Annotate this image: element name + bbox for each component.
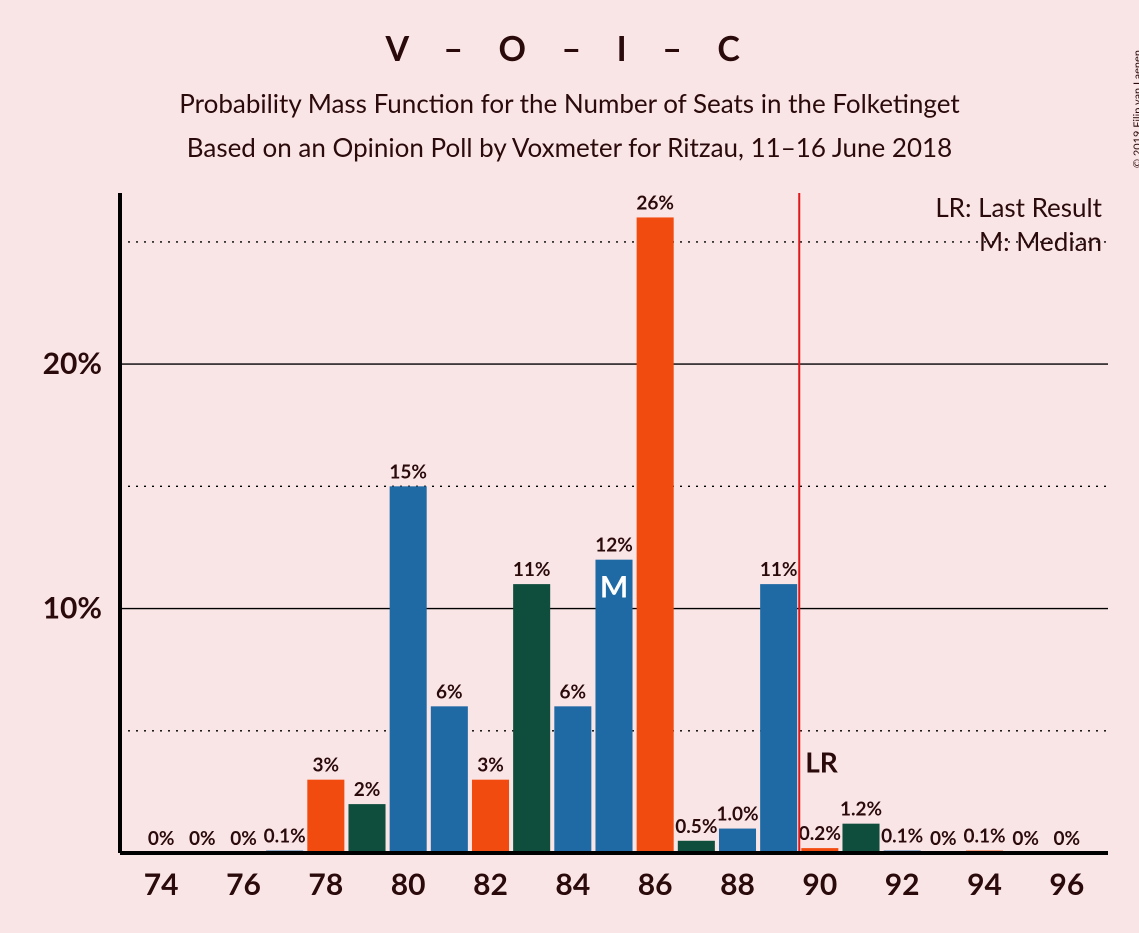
bar-value-label: 0.2%	[799, 822, 841, 845]
pmf-bar-chart: 0% 0% 0% 0.1% 3% 2% 15% 6% 3% 11% 6% 12% M 26% 0.5%1.0…	[0, 163, 1139, 933]
bar-value-label: 15%	[389, 460, 427, 483]
bar-value-label: 6%	[560, 680, 587, 703]
x-tick-label: 96	[1049, 866, 1084, 902]
bar-value-label: 3%	[477, 754, 504, 777]
bar-value-label: 6%	[436, 680, 463, 703]
x-tick-label: 80	[391, 866, 426, 902]
bar-value-label: 11%	[760, 558, 798, 581]
bar-value-label: 0.1%	[881, 825, 923, 848]
x-tick-label: 82	[473, 866, 508, 902]
bar-value-label: 0%	[930, 827, 957, 850]
x-tick-label: 84	[555, 866, 590, 902]
bar	[760, 584, 797, 853]
x-tick-label: 74	[144, 866, 179, 902]
legend-m: M: Median	[979, 225, 1102, 257]
x-tick-label: 78	[308, 866, 343, 902]
bar-value-label: 26%	[636, 191, 674, 214]
median-marker: M	[600, 569, 628, 605]
bar-value-label: 0%	[189, 827, 216, 850]
bar-value-label: 0.1%	[264, 825, 306, 848]
bar	[431, 706, 468, 853]
bar-value-label: 0%	[230, 827, 257, 850]
bar-value-label: 0%	[1012, 827, 1039, 850]
legend-lr: LR: Last Result	[935, 191, 1102, 223]
last-result-label: LR	[805, 744, 839, 778]
chart-subtitle-2: Based on an Opinion Poll by Voxmeter for…	[0, 131, 1139, 163]
bar-value-label: 1.2%	[840, 798, 882, 821]
bar-value-label: 12%	[595, 534, 633, 557]
bar-value-label: 3%	[313, 754, 340, 777]
bar	[637, 217, 674, 853]
bar	[348, 804, 385, 853]
x-tick-label: 76	[226, 866, 261, 902]
y-tick-label: 20%	[43, 345, 102, 381]
chart-subtitle-1: Probability Mass Function for the Number…	[0, 87, 1139, 119]
x-tick-label: 86	[638, 866, 673, 902]
x-tick-label: 88	[720, 866, 755, 902]
bar-value-label: 0.5%	[675, 815, 717, 838]
y-tick-label: 10%	[43, 590, 102, 626]
bar	[390, 486, 427, 853]
chart-title: V – O – I – C	[0, 0, 1139, 69]
bar-value-label: 11%	[513, 558, 551, 581]
copyright-text: © 2019 Filip van Laenen	[1131, 50, 1139, 168]
bar	[472, 780, 509, 853]
x-tick-label: 92	[885, 866, 920, 902]
bar-value-label: 2%	[354, 778, 381, 801]
bar	[842, 824, 879, 853]
x-tick-label: 94	[967, 866, 1002, 902]
bar-value-label: 0.1%	[963, 825, 1005, 848]
bar-value-label: 1.0%	[716, 803, 758, 826]
bar	[307, 780, 344, 853]
x-tick-label: 90	[802, 866, 837, 902]
bar	[554, 706, 591, 853]
bar-value-label: 0%	[148, 827, 175, 850]
bar	[513, 584, 550, 853]
bar-value-label: 0%	[1054, 827, 1081, 850]
bar	[719, 829, 756, 853]
